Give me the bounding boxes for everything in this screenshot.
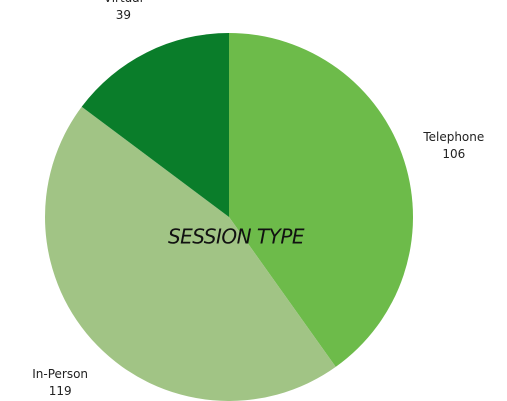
chart-title: SESSION TYPE: [168, 225, 305, 249]
pie-slice: [81, 32, 229, 218]
pie: [45, 32, 413, 401]
slice-label: Virtual: [104, 0, 143, 5]
slice-value: 119: [49, 384, 72, 398]
pie-slice: [45, 106, 336, 401]
slice-label: In-Person: [32, 367, 88, 381]
pie-slice: [229, 33, 413, 367]
slice-value: 39: [116, 8, 131, 22]
slice-label: Telephone: [422, 130, 484, 144]
slice-value: 106: [442, 147, 465, 161]
